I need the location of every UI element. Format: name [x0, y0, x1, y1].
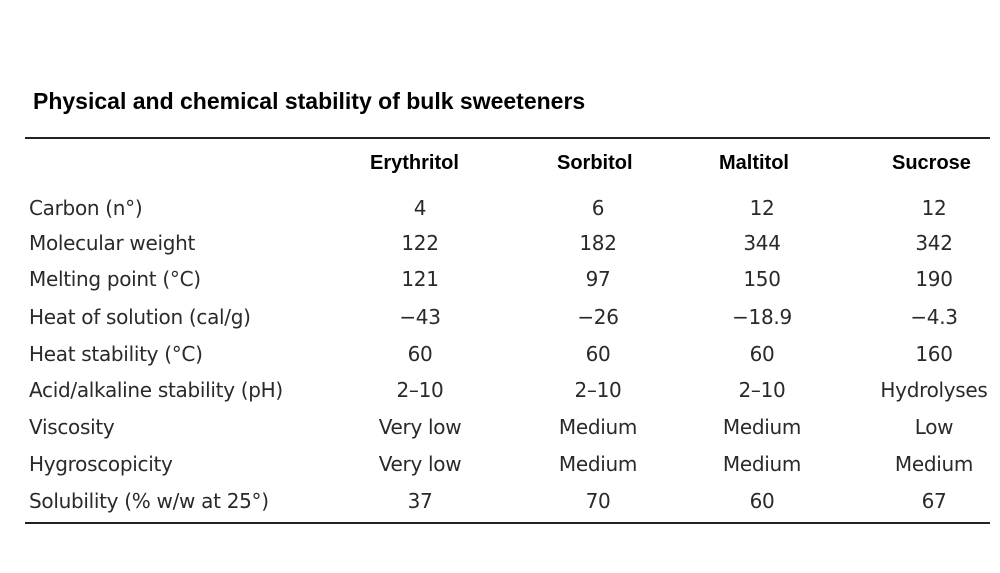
- table-bottom-rule: [25, 522, 990, 524]
- column-header-erythritol: Erythritol: [370, 152, 459, 174]
- cell-sorbitol: 6: [591, 196, 605, 220]
- cell-maltitol: Medium: [722, 415, 802, 439]
- table-row: Heat of solution (cal/g) −43 −26 −18.9 −…: [0, 305, 1000, 341]
- cell-sorbitol: 182: [579, 231, 617, 255]
- row-label: Solubility (% w/w at 25°): [29, 489, 269, 513]
- column-header-sorbitol: Sorbitol: [557, 152, 633, 174]
- cell-sucrose: 190: [915, 267, 953, 291]
- row-label: Heat stability (°C): [29, 342, 203, 366]
- table-row: Heat stability (°C) 60 60 60 160: [0, 342, 1000, 378]
- cell-sorbitol: −26: [577, 305, 619, 329]
- cell-sorbitol: Medium: [558, 452, 638, 476]
- cell-maltitol: −18.9: [732, 305, 792, 329]
- cell-sucrose: 12: [921, 196, 947, 220]
- table-row: Acid/alkaline stability (pH) 2–10 2–10 2…: [0, 378, 1000, 414]
- row-label: Heat of solution (cal/g): [29, 305, 251, 329]
- cell-sorbitol: 60: [585, 342, 611, 366]
- cell-erythritol: 60: [407, 342, 433, 366]
- cell-sorbitol: 70: [585, 489, 611, 513]
- cell-maltitol: 60: [749, 342, 775, 366]
- cell-maltitol: 344: [743, 231, 781, 255]
- table-row: Carbon (n°) 4 6 12 12: [0, 196, 1000, 232]
- row-label: Viscosity: [29, 415, 115, 439]
- row-label: Carbon (n°): [29, 196, 143, 220]
- cell-erythritol: 2–10: [396, 378, 444, 402]
- cell-sucrose: Medium: [894, 452, 974, 476]
- cell-sucrose: Low: [914, 415, 954, 439]
- cell-sucrose: 67: [921, 489, 947, 513]
- row-label: Molecular weight: [29, 231, 196, 255]
- cell-sorbitol: Medium: [558, 415, 638, 439]
- cell-sucrose: 160: [915, 342, 953, 366]
- table-row: Solubility (% w/w at 25°) 37 70 60 67: [0, 489, 1000, 525]
- row-label: Melting point (°C): [29, 267, 201, 291]
- cell-sorbitol: 97: [585, 267, 611, 291]
- table-row: Melting point (°C) 121 97 150 190: [0, 267, 1000, 303]
- table-top-rule: [25, 137, 990, 139]
- cell-maltitol: 12: [749, 196, 775, 220]
- page-title: Physical and chemical stability of bulk …: [33, 88, 586, 114]
- column-header-maltitol: Maltitol: [719, 152, 789, 174]
- cell-erythritol: −43: [399, 305, 441, 329]
- column-header-sucrose: Sucrose: [892, 152, 971, 174]
- cell-erythritol: 122: [401, 231, 439, 255]
- table-row: Viscosity Very low Medium Medium Low: [0, 415, 1000, 451]
- cell-maltitol: 60: [749, 489, 775, 513]
- cell-erythritol: Very low: [378, 452, 462, 476]
- table-row: Molecular weight 122 182 344 342: [0, 231, 1000, 267]
- cell-erythritol: Very low: [378, 415, 462, 439]
- cell-erythritol: 121: [401, 267, 439, 291]
- cell-sucrose: Hydrolyses: [880, 378, 988, 402]
- cell-sucrose: 342: [915, 231, 953, 255]
- cell-maltitol: 2–10: [738, 378, 786, 402]
- table-row: Hygroscopicity Very low Medium Medium Me…: [0, 452, 1000, 488]
- cell-maltitol: Medium: [722, 452, 802, 476]
- cell-sorbitol: 2–10: [574, 378, 622, 402]
- cell-sucrose: −4.3: [910, 305, 958, 329]
- cell-maltitol: 150: [743, 267, 781, 291]
- row-label: Acid/alkaline stability (pH): [29, 378, 283, 402]
- row-label: Hygroscopicity: [29, 452, 173, 476]
- cell-erythritol: 4: [413, 196, 427, 220]
- cell-erythritol: 37: [407, 489, 433, 513]
